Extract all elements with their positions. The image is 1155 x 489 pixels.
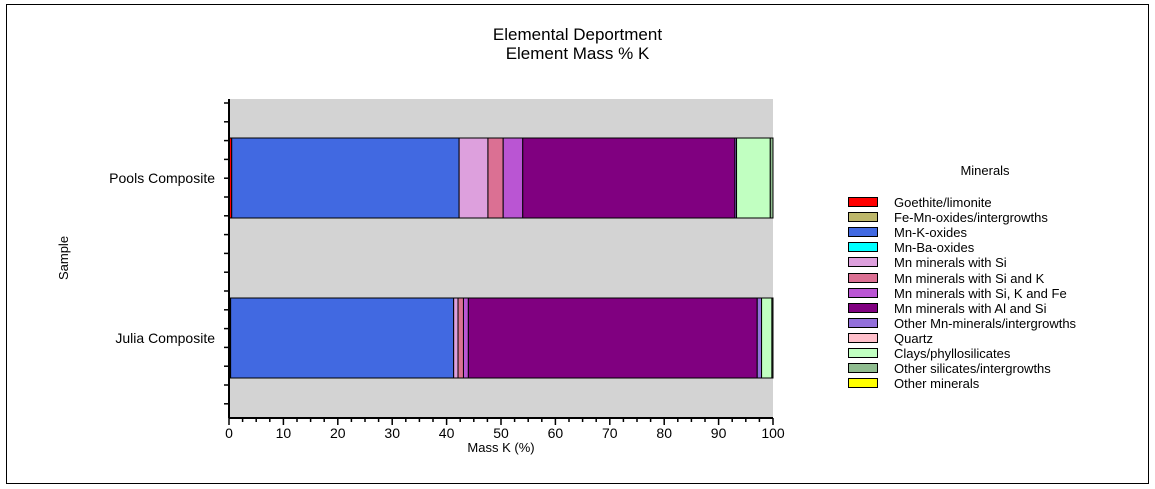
legend-label: Mn minerals with Si, K and Fe [894,285,1067,301]
legend-label: Mn-Ba-oxides [894,240,975,256]
legend-label: Quartz [894,330,934,346]
legend-label: Other minerals [894,376,980,392]
bar-segment-0-4 [458,137,489,219]
legend-title: Minerals [960,163,1010,178]
legend-swatch [848,242,878,253]
bar-segment-1-2 [230,297,455,379]
chart-title: Elemental Deportment [492,25,663,44]
legend-swatch [848,227,878,238]
chart-subtitle: Element Mass % K [505,44,650,63]
bar-segment-0-7 [522,137,736,219]
chart-frame [6,4,1149,484]
x-tick-label: 100 [761,425,785,441]
legend-label: Mn minerals with Si [894,255,1007,271]
x-tick-label: 70 [602,425,618,441]
legend-swatch [848,272,878,283]
legend-swatch [848,378,878,389]
bar-segment-1-4 [453,297,459,379]
bar-segment-1-10 [761,297,773,379]
bar-segment-0-11 [769,137,774,219]
legend-swatch [848,257,878,268]
bar-segment-1-6 [462,297,469,379]
x-tick-label: 90 [711,425,727,441]
bar-segment-0-10 [736,137,771,219]
x-tick-label: 40 [439,425,455,441]
legend-swatch [848,317,878,328]
y-category-label: Julia Composite [115,330,215,346]
bar-segment-0-5 [487,137,504,219]
bar-segment-0-2 [231,137,460,219]
bar-segment-1-8 [756,297,763,379]
legend-label: Goethite/limonite [894,195,992,210]
x-axis-label: Mass K (%) [467,440,534,455]
legend-swatch [848,302,878,313]
bar-segment-1-11 [771,297,774,379]
legend-label: Fe-Mn-oxides/intergrowths [894,210,1048,226]
legend-swatch [848,348,878,358]
y-category-label: Pools Composite [109,170,215,186]
legend-label: Mn minerals with Al and Si [894,300,1047,316]
y-axis-label: Sample [56,236,71,280]
x-tick-label: 10 [276,425,292,441]
legend-swatch [848,197,878,207]
legend-swatch [848,212,878,223]
legend-swatch [848,363,878,374]
bar-segment-1-7 [467,297,758,379]
legend-swatch [848,332,878,343]
x-tick-label: 60 [548,425,564,441]
bar-segment-0-6 [502,137,524,219]
x-tick-label: 80 [656,425,672,441]
legend-label: Clays/phyllosilicates [894,346,1011,361]
x-tick-label: 20 [330,425,346,441]
x-tick-label: 0 [225,425,233,441]
legend-label: Other Mn-minerals/intergrowths [894,315,1077,331]
x-tick-label: 50 [493,425,509,441]
legend-label: Other silicates/intergrowths [894,361,1051,377]
legend-swatch [848,287,878,298]
legend-label: Mn minerals with Si and K [894,270,1045,286]
bar-segment-1-5 [457,297,464,379]
legend-label: Mn-K-oxides [894,225,967,241]
x-tick-label: 30 [384,425,400,441]
